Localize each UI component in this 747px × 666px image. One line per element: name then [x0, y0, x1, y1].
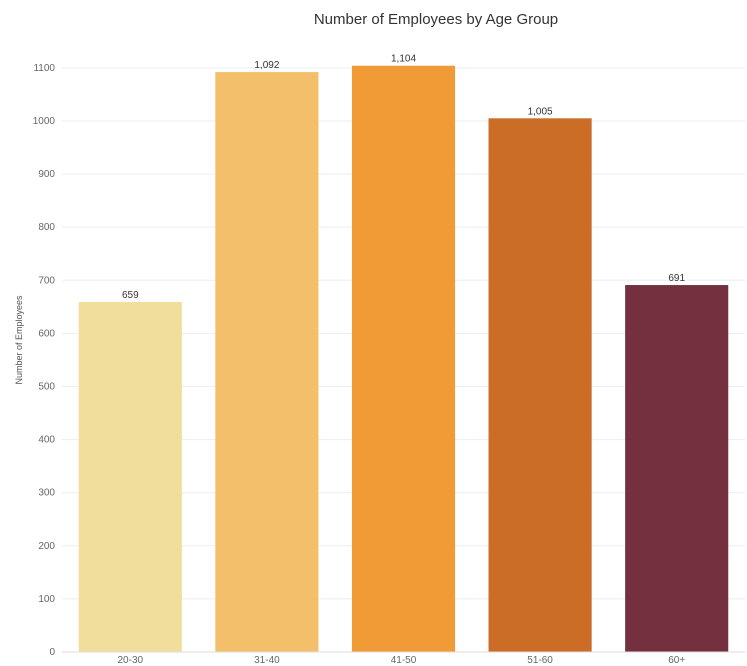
y-tick-label: 600 — [38, 328, 55, 339]
bar-60+[interactable] — [625, 285, 729, 652]
x-tick-label: 60+ — [668, 655, 685, 666]
y-tick-label: 800 — [38, 222, 55, 233]
data-label: 659 — [122, 290, 139, 301]
x-tick-label: 20-30 — [118, 655, 144, 666]
data-label: 1,005 — [528, 106, 553, 117]
x-tick-label: 31-40 — [254, 655, 280, 666]
bar-41-50[interactable] — [351, 65, 456, 653]
bar-51-60[interactable] — [488, 118, 592, 652]
y-tick-label: 400 — [38, 435, 55, 446]
data-label: 1,092 — [254, 60, 279, 71]
x-tick-labels: 20-30 31-40 41-50 51-60 60+ — [118, 655, 686, 666]
x-tick-label: 41-50 — [391, 655, 417, 666]
data-label: 691 — [668, 273, 685, 284]
x-tick-label: 51-60 — [527, 655, 553, 666]
y-tick-label: 200 — [38, 541, 55, 552]
y-tick-label: 700 — [38, 275, 55, 286]
data-label: 1,104 — [391, 54, 416, 65]
bar-31-40[interactable] — [215, 72, 319, 652]
y-tick-label: 0 — [49, 647, 55, 658]
y-tick-label: 500 — [38, 381, 55, 392]
y-tick-label: 300 — [38, 488, 55, 499]
data-labels: 659 1,092 1,104 1,005 691 — [122, 54, 686, 301]
y-tick-labels: 0 100 200 300 400 500 600 700 800 900 1000 1100 — [33, 63, 56, 658]
y-tick-label: 1000 — [33, 116, 56, 127]
y-tick-label: 900 — [38, 169, 55, 180]
bar-20-30[interactable] — [78, 302, 182, 652]
bars — [78, 65, 729, 653]
y-tick-label: 100 — [38, 594, 55, 605]
y-axis-label: Number of Employees — [14, 295, 24, 385]
chart-title: Number of Employees by Age Group — [314, 11, 558, 28]
y-tick-label: 1100 — [33, 63, 55, 74]
